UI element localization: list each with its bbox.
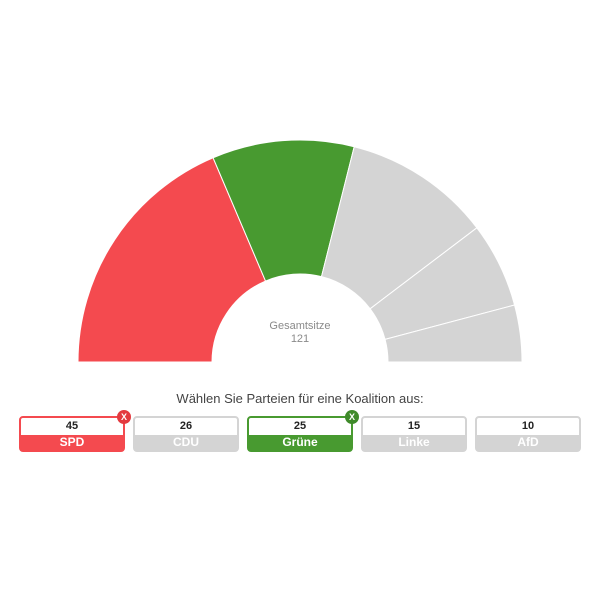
party-name: Grüne bbox=[282, 435, 318, 449]
party-seats: 25 bbox=[249, 418, 351, 435]
party-selector: 45 SPD X 26 CDU 25 Grüne X 15 Linke 10 A… bbox=[19, 410, 581, 452]
party-name: AfD bbox=[517, 435, 539, 449]
party-button-linke[interactable]: 15 Linke bbox=[361, 416, 467, 452]
party-button-spd[interactable]: 45 SPD X bbox=[19, 410, 131, 452]
party-name: Linke bbox=[398, 435, 430, 449]
remove-icon[interactable]: X bbox=[345, 410, 359, 424]
total-seats-value: 121 bbox=[290, 333, 310, 345]
party-button-afd[interactable]: 10 AfD bbox=[475, 416, 581, 452]
seat-slice-afd bbox=[384, 304, 523, 363]
seat-slice-cdu bbox=[320, 146, 478, 310]
party-seats: 15 bbox=[363, 418, 465, 435]
party-name: SPD bbox=[59, 435, 85, 449]
party-name: CDU bbox=[173, 435, 199, 449]
party-button-cdu[interactable]: 26 CDU bbox=[133, 416, 239, 452]
party-seats: 26 bbox=[135, 418, 237, 435]
remove-icon[interactable]: X bbox=[117, 410, 131, 424]
party-seats: 10 bbox=[477, 418, 579, 435]
party-button-gruene[interactable]: 25 Grüne X bbox=[247, 410, 359, 452]
coalition-prompt: Wählen Sie Parteien für eine Koalition a… bbox=[176, 391, 424, 406]
seat-slice-spd bbox=[77, 157, 267, 363]
total-seats-label: Gesamtsitze bbox=[269, 320, 331, 332]
party-seats: 45 bbox=[21, 418, 123, 435]
